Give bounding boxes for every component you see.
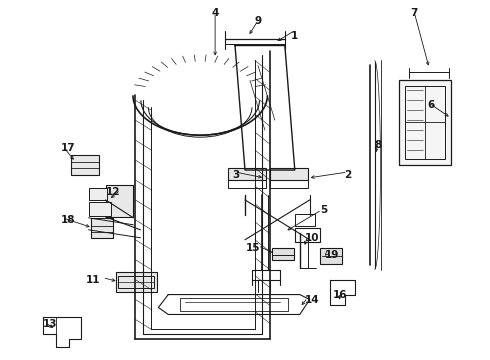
Text: 12: 12 [106, 187, 121, 197]
Bar [319, 248, 342, 264]
Bar [270, 180, 308, 188]
Bar [89, 202, 111, 216]
Text: 5: 5 [319, 205, 327, 215]
Text: 2: 2 [344, 170, 352, 180]
Bar [180, 298, 288, 311]
Text: 16: 16 [332, 289, 347, 300]
Bar [295, 228, 319, 242]
Bar [116, 272, 157, 292]
Text: 8: 8 [374, 140, 382, 150]
Bar [270, 168, 308, 180]
Text: 19: 19 [325, 250, 339, 260]
Text: 3: 3 [233, 170, 240, 180]
Text: 10: 10 [305, 233, 319, 243]
Text: 11: 11 [86, 275, 100, 285]
Text: 7: 7 [411, 8, 418, 18]
Text: 4: 4 [211, 8, 219, 18]
Text: 1: 1 [291, 31, 298, 41]
Bar [399, 80, 451, 165]
Bar [272, 248, 294, 260]
Bar [119, 276, 154, 288]
Bar [295, 214, 315, 226]
Text: 9: 9 [254, 15, 262, 26]
Bar [228, 168, 266, 180]
Bar [405, 86, 445, 159]
Text: 6: 6 [427, 100, 435, 110]
Text: 17: 17 [61, 143, 75, 153]
Bar [91, 218, 113, 238]
Text: 18: 18 [61, 215, 75, 225]
Text: 14: 14 [305, 294, 319, 305]
Bar [71, 155, 98, 175]
Bar [89, 188, 106, 200]
Bar [105, 185, 133, 217]
Text: 13: 13 [43, 319, 57, 329]
Bar [228, 180, 266, 188]
Text: 15: 15 [245, 243, 260, 253]
